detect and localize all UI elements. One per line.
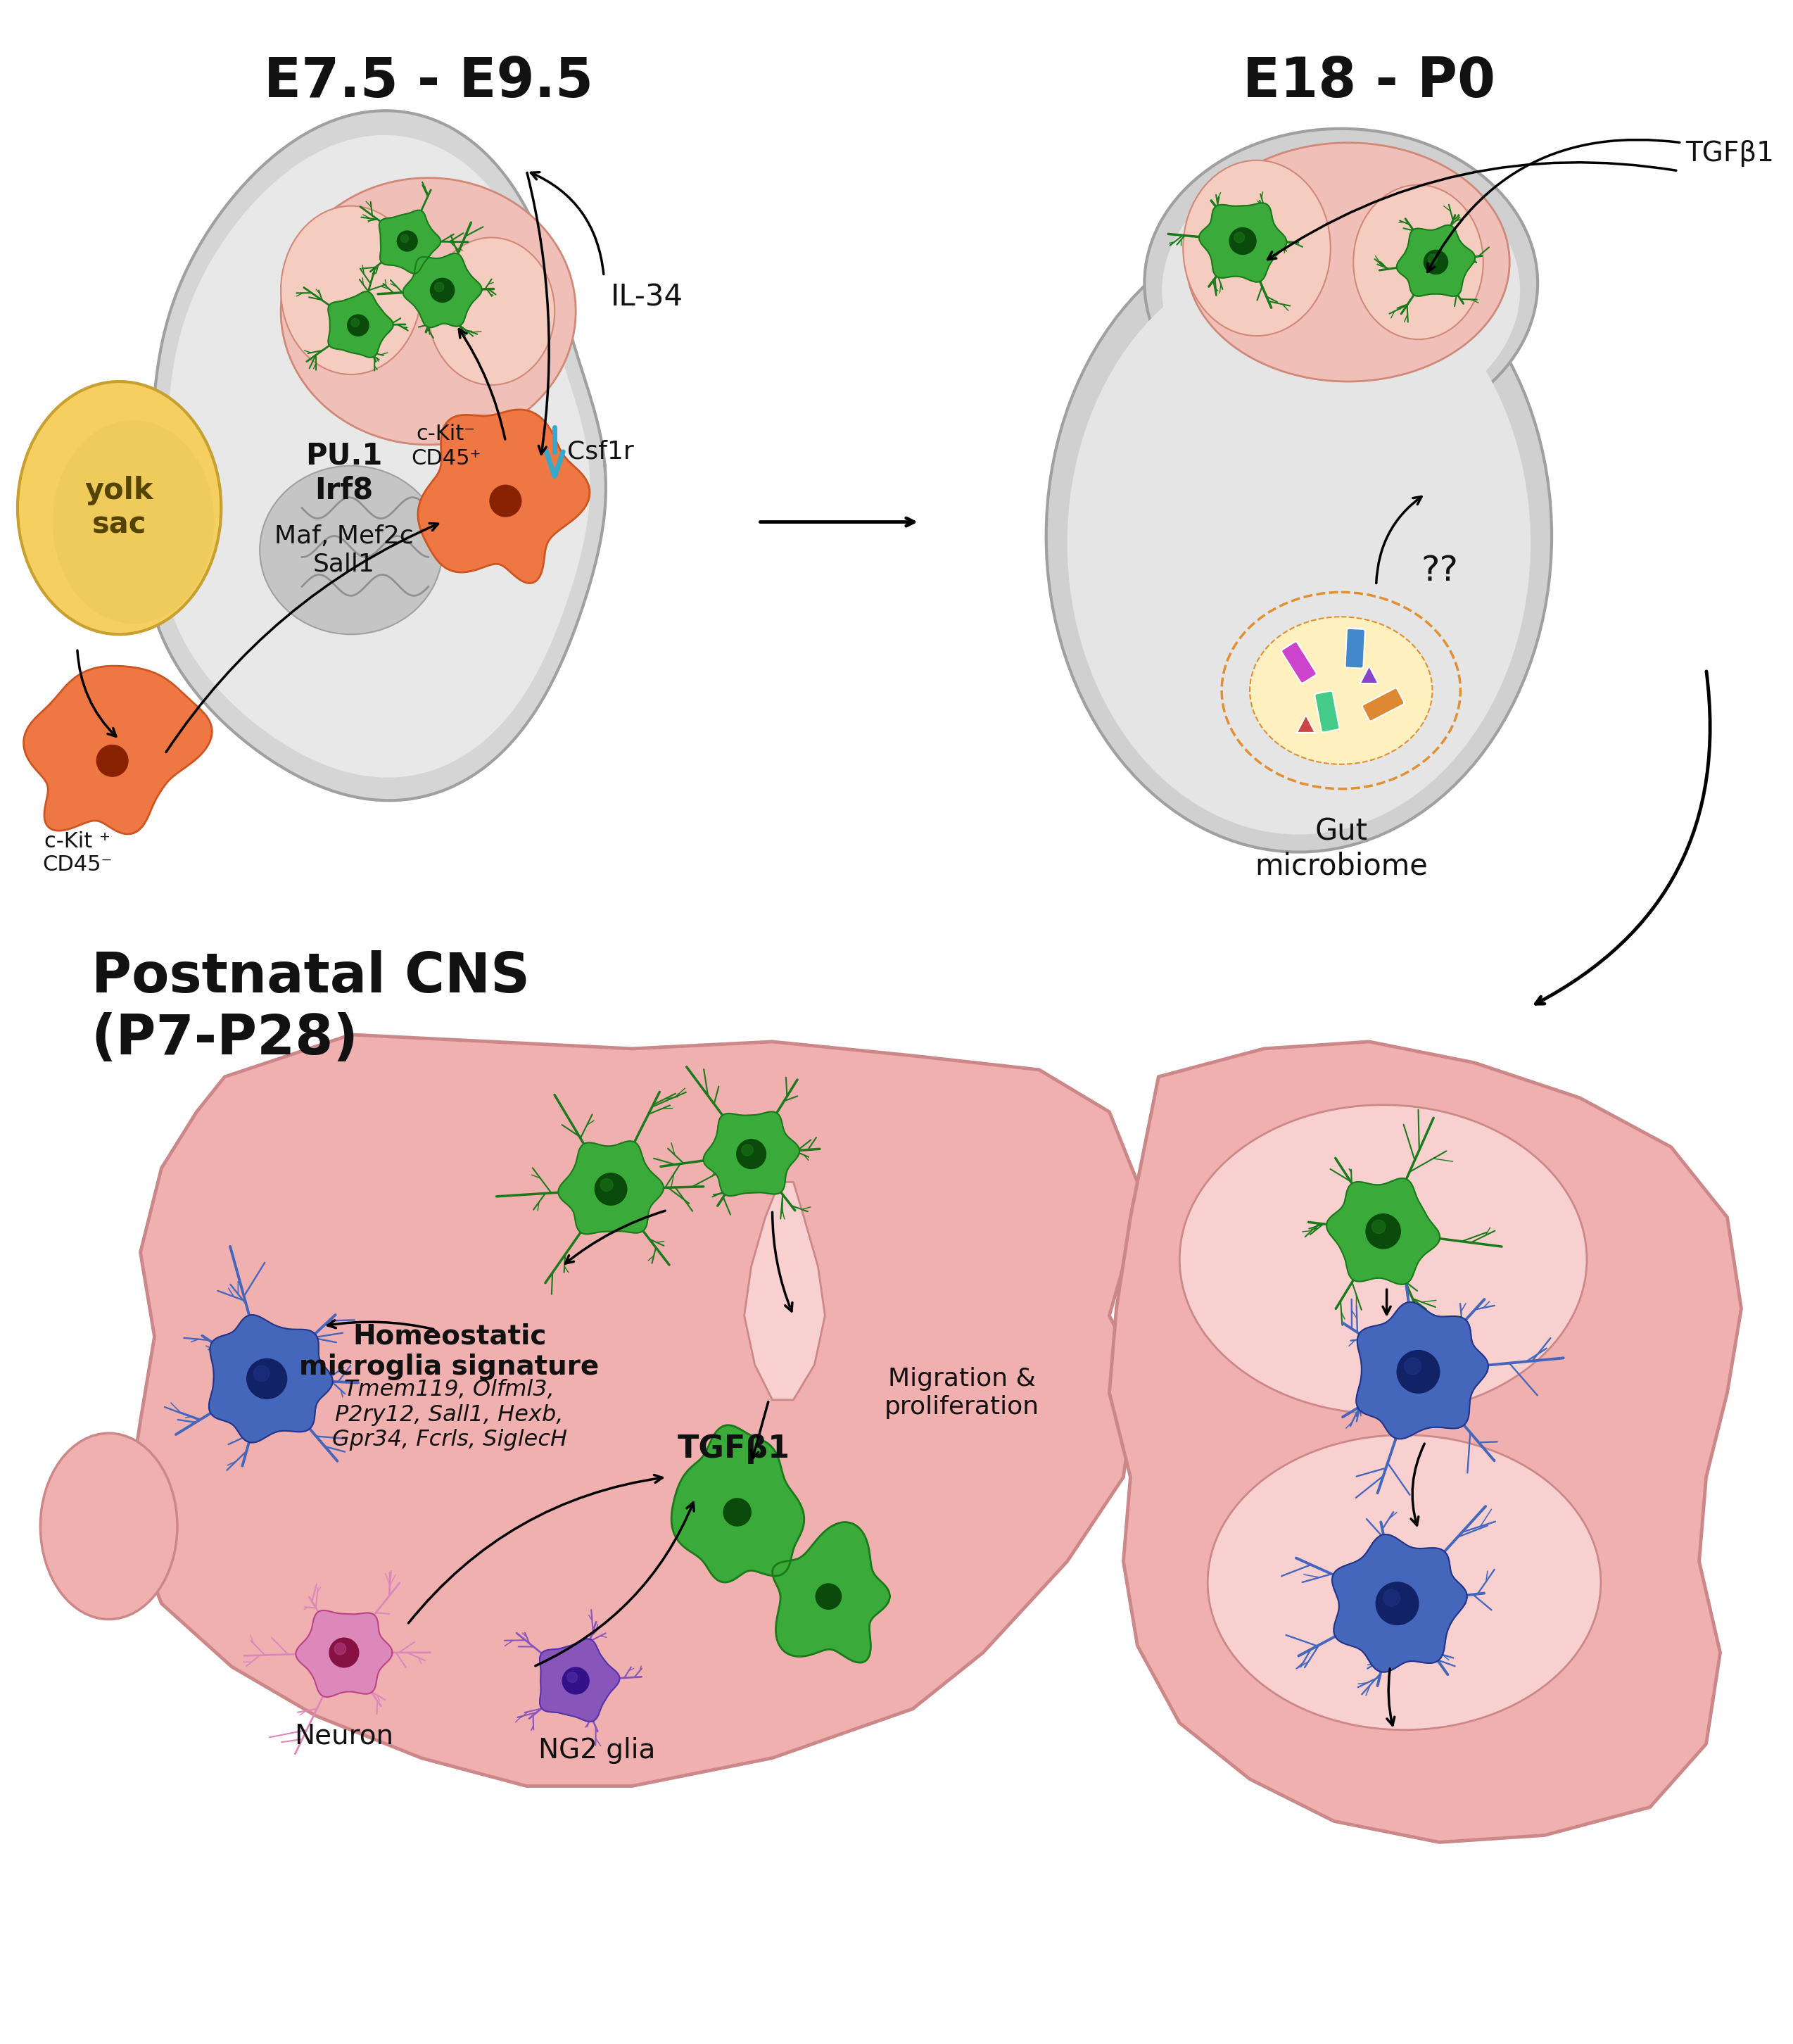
Polygon shape bbox=[558, 1141, 663, 1235]
Polygon shape bbox=[160, 135, 590, 777]
Circle shape bbox=[737, 1139, 766, 1169]
FancyBboxPatch shape bbox=[1282, 642, 1316, 683]
Text: TGFβ1: TGFβ1 bbox=[1685, 139, 1773, 168]
Text: E18 - P0: E18 - P0 bbox=[1243, 55, 1495, 108]
Polygon shape bbox=[1356, 1302, 1488, 1439]
Text: Csf1r: Csf1r bbox=[567, 439, 635, 464]
Ellipse shape bbox=[282, 178, 576, 446]
Polygon shape bbox=[1397, 225, 1476, 296]
Circle shape bbox=[1397, 1351, 1440, 1394]
Text: Homeostatic
microglia signature: Homeostatic microglia signature bbox=[299, 1322, 599, 1380]
Circle shape bbox=[97, 744, 127, 777]
Text: c-Kit ⁺
CD45⁻: c-Kit ⁺ CD45⁻ bbox=[43, 832, 113, 875]
Ellipse shape bbox=[282, 206, 421, 374]
Circle shape bbox=[400, 235, 409, 243]
Circle shape bbox=[348, 315, 369, 335]
Polygon shape bbox=[23, 666, 212, 834]
Ellipse shape bbox=[260, 466, 443, 634]
Circle shape bbox=[742, 1145, 753, 1157]
Ellipse shape bbox=[52, 421, 213, 623]
Circle shape bbox=[1375, 1582, 1418, 1625]
Ellipse shape bbox=[1162, 153, 1520, 427]
Circle shape bbox=[1366, 1214, 1400, 1249]
Circle shape bbox=[567, 1672, 577, 1682]
FancyBboxPatch shape bbox=[1345, 628, 1364, 668]
Circle shape bbox=[1404, 1357, 1422, 1374]
Circle shape bbox=[351, 319, 359, 327]
Circle shape bbox=[1230, 227, 1257, 253]
Ellipse shape bbox=[1208, 1435, 1601, 1729]
Circle shape bbox=[247, 1359, 287, 1398]
Polygon shape bbox=[1327, 1177, 1440, 1284]
FancyBboxPatch shape bbox=[1314, 691, 1339, 732]
Circle shape bbox=[430, 278, 454, 303]
Circle shape bbox=[1234, 233, 1244, 243]
Circle shape bbox=[1382, 1590, 1400, 1607]
Ellipse shape bbox=[429, 237, 554, 384]
Circle shape bbox=[396, 231, 418, 251]
Polygon shape bbox=[418, 409, 590, 583]
Circle shape bbox=[1372, 1220, 1386, 1235]
Text: Tmem119, Olfml3,
P2ry12, Sall1, Hexb,
Gpr34, Fcrls, SiglecH: Tmem119, Olfml3, P2ry12, Sall1, Hexb, Gp… bbox=[332, 1380, 567, 1451]
Text: c-Kit⁻: c-Kit⁻ bbox=[416, 423, 475, 444]
Text: TGFβ1: TGFβ1 bbox=[678, 1433, 791, 1464]
Ellipse shape bbox=[1187, 143, 1510, 382]
Polygon shape bbox=[143, 110, 606, 801]
Ellipse shape bbox=[1067, 251, 1531, 834]
Text: PU.1
Irf8: PU.1 Irf8 bbox=[305, 442, 382, 505]
Circle shape bbox=[601, 1179, 613, 1192]
Ellipse shape bbox=[18, 382, 221, 634]
Text: Gut
microbiome: Gut microbiome bbox=[1255, 818, 1427, 881]
Ellipse shape bbox=[1250, 617, 1433, 764]
Circle shape bbox=[563, 1668, 590, 1694]
Ellipse shape bbox=[1180, 1106, 1587, 1414]
Ellipse shape bbox=[1183, 159, 1330, 335]
Polygon shape bbox=[296, 1611, 393, 1697]
Text: IL-34: IL-34 bbox=[611, 282, 683, 313]
Text: Postnatal CNS
(P7-P28): Postnatal CNS (P7-P28) bbox=[91, 950, 529, 1065]
Text: Maf, Mef2c
Sall1: Maf, Mef2c Sall1 bbox=[274, 523, 414, 576]
Circle shape bbox=[1427, 253, 1438, 264]
Circle shape bbox=[1424, 249, 1449, 274]
Polygon shape bbox=[1296, 715, 1314, 732]
Polygon shape bbox=[403, 253, 482, 327]
Circle shape bbox=[333, 1643, 346, 1654]
Polygon shape bbox=[703, 1112, 800, 1196]
Circle shape bbox=[816, 1584, 841, 1609]
Ellipse shape bbox=[1144, 129, 1538, 437]
Circle shape bbox=[723, 1498, 751, 1527]
Polygon shape bbox=[328, 292, 393, 358]
Text: ??: ?? bbox=[1420, 554, 1458, 589]
Circle shape bbox=[489, 484, 522, 517]
Polygon shape bbox=[210, 1314, 332, 1443]
Polygon shape bbox=[773, 1523, 889, 1662]
Text: CD45⁺: CD45⁺ bbox=[411, 448, 481, 468]
Polygon shape bbox=[1200, 202, 1287, 282]
Text: yolk
sac: yolk sac bbox=[84, 476, 154, 540]
Text: NG2 glia: NG2 glia bbox=[538, 1737, 656, 1764]
Text: Neuron: Neuron bbox=[294, 1723, 394, 1750]
Polygon shape bbox=[1332, 1535, 1467, 1672]
Polygon shape bbox=[744, 1181, 825, 1400]
Polygon shape bbox=[378, 211, 441, 274]
Polygon shape bbox=[1361, 666, 1379, 683]
Circle shape bbox=[434, 282, 445, 292]
FancyBboxPatch shape bbox=[1363, 689, 1404, 722]
Text: Migration &
proliferation: Migration & proliferation bbox=[884, 1367, 1040, 1419]
Circle shape bbox=[330, 1637, 359, 1668]
Polygon shape bbox=[671, 1425, 803, 1582]
Circle shape bbox=[253, 1365, 269, 1382]
Ellipse shape bbox=[1354, 184, 1483, 339]
Circle shape bbox=[595, 1173, 628, 1206]
Polygon shape bbox=[126, 1034, 1137, 1786]
Polygon shape bbox=[1110, 1042, 1741, 1842]
Text: E7.5 - E9.5: E7.5 - E9.5 bbox=[264, 55, 593, 108]
Ellipse shape bbox=[1045, 221, 1551, 852]
Ellipse shape bbox=[41, 1433, 178, 1619]
Polygon shape bbox=[540, 1639, 620, 1721]
